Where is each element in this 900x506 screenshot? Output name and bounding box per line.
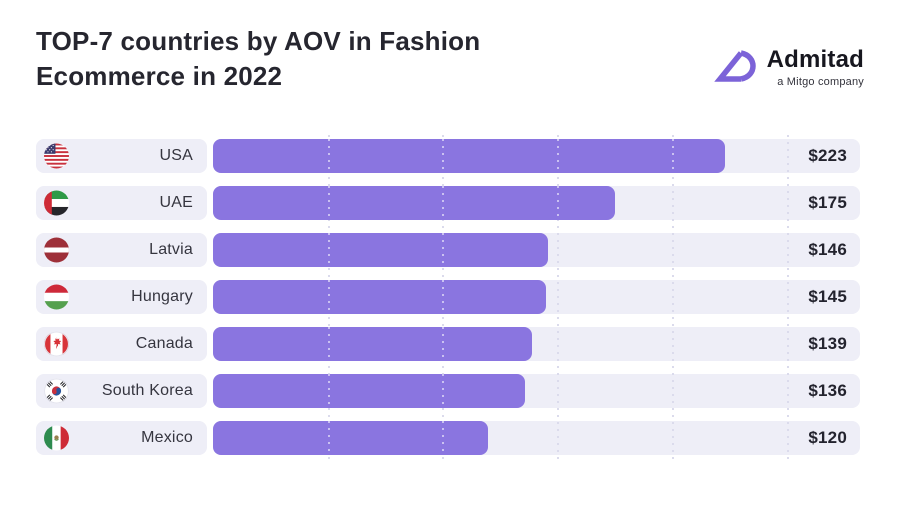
country-name: Latvia [149,241,193,258]
bar-track: $145 [213,280,860,314]
country-name: USA [159,147,193,164]
country-name: South Korea [101,382,193,399]
country-name: Mexico [141,429,193,446]
country-label-pill: UAE [36,186,207,220]
country-row: Mexico $120 [36,421,860,455]
country-row: South Korea $136 [36,374,860,408]
value-bar [213,421,489,455]
value-label: $146 [808,240,847,259]
country-label-pill: Canada [36,327,207,361]
value-bar [213,139,725,173]
bar-track: $223 [213,139,860,173]
chart-title: TOP-7 countries by AOV in Fashion Ecomme… [36,26,481,91]
value-label: $136 [808,381,847,400]
logo-brand: Admitad [766,46,864,73]
bar-chart: USA $223 UAE $175 Latvia [36,135,860,459]
value-bar [213,186,615,220]
flag-mexico-icon [44,425,69,451]
flag-uae-icon [44,190,69,216]
country-label-pill: Latvia [36,233,207,267]
bar-track: $146 [213,233,860,267]
country-label-pill: Hungary [36,280,207,314]
country-name: Canada [135,335,193,352]
value-label: $175 [808,193,847,212]
logo-tagline: a Mitgo company [777,75,864,88]
value-bar [213,374,526,408]
value-bar [213,233,548,267]
flag-hungary-icon [44,284,69,310]
value-label: $120 [808,428,847,447]
bar-track: $139 [213,327,860,361]
country-label-pill: Mexico [36,421,207,455]
country-row: Latvia $146 [36,233,860,267]
flag-south-korea-icon [44,378,69,404]
value-label: $223 [808,146,847,165]
flag-usa-icon [44,143,69,169]
logo-text-block: Admitad a Mitgo company [767,46,864,88]
bar-track: $120 [213,421,860,455]
flag-canada-icon [44,331,69,357]
country-row: Hungary $145 [36,280,860,314]
value-bar [213,327,532,361]
admitad-logo: Admitad a Mitgo company [710,46,864,88]
country-label-pill: South Korea [36,374,207,408]
country-name: UAE [159,194,193,211]
country-row: USA $223 [36,139,860,173]
value-label: $145 [808,287,847,306]
value-bar [213,280,546,314]
country-label-pill: USA [36,139,207,173]
admitad-ad-monogram-icon [713,50,756,82]
country-row: UAE $175 [36,186,860,220]
country-name: Hungary [131,288,193,305]
country-row: Canada $139 [36,327,860,361]
bar-track: $136 [213,374,860,408]
bar-track: $175 [213,186,860,220]
flag-latvia-icon [44,237,69,263]
value-label: $139 [808,334,847,353]
